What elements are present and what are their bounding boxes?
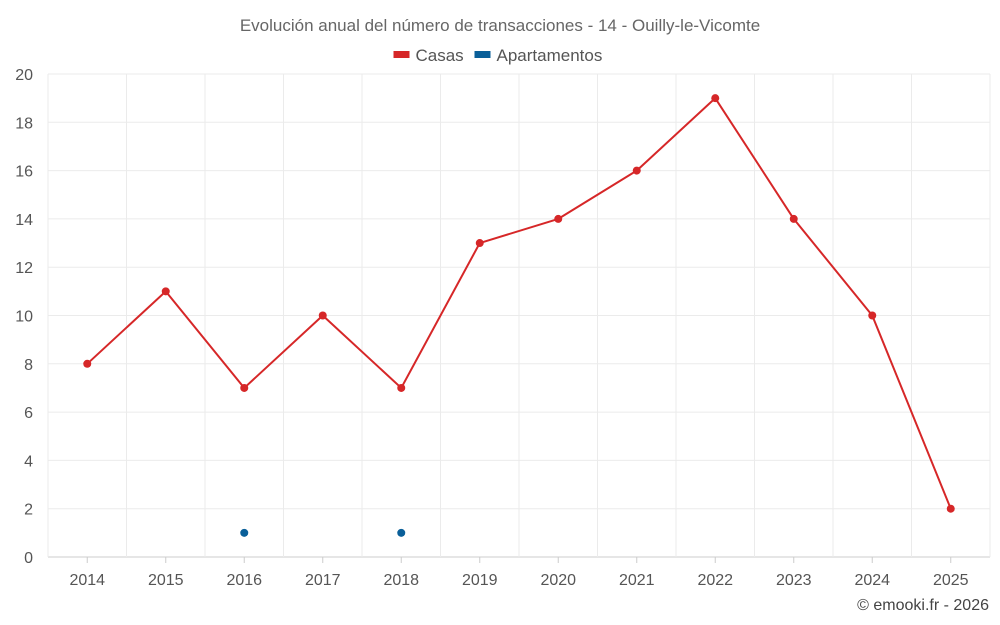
x-tick-label: 2025 (933, 572, 969, 589)
y-tick-label: 6 (24, 405, 33, 422)
legend-swatch (393, 51, 410, 58)
data-point-casas[interactable] (789, 214, 798, 223)
legend-item-apartamentos[interactable]: Apartamentos (474, 46, 603, 65)
grid (47, 73, 991, 558)
y-tick-label: 10 (15, 309, 33, 326)
y-tick-label: 12 (15, 260, 33, 277)
x-tick-label: 2018 (383, 572, 419, 589)
series-line-casas (86, 97, 952, 510)
x-tick-label: 2016 (226, 572, 262, 589)
data-point-casas[interactable] (240, 383, 249, 392)
data-point-casas[interactable] (946, 504, 955, 513)
x-axis: 2014 2015 2016 2017 2018 2019 2020 2021 2022 2023… (69, 557, 969, 589)
x-tick-label: 2021 (619, 572, 655, 589)
data-point-casas[interactable] (632, 166, 641, 175)
legend-label: Apartamentos (497, 46, 603, 65)
data-point-casas[interactable] (711, 94, 720, 103)
data-point-casas[interactable] (83, 359, 92, 368)
y-tick-label: 4 (24, 453, 33, 470)
y-tick-label: 0 (24, 550, 33, 567)
data-point-casas[interactable] (868, 311, 877, 320)
y-tick-label: 18 (15, 115, 33, 132)
y-tick-label: 16 (15, 164, 33, 181)
x-tick-label: 2019 (462, 572, 498, 589)
y-tick-label: 2 (24, 502, 33, 519)
data-point-casas[interactable] (475, 239, 484, 248)
x-tick-label: 2017 (305, 572, 341, 589)
y-tick-label: 8 (24, 357, 33, 374)
legend-label: Casas (416, 46, 464, 65)
data-point-casas[interactable] (397, 383, 406, 392)
legend-item-casas[interactable]: Casas (393, 46, 464, 65)
legend: Casas Apartamentos (393, 46, 603, 65)
x-tick-label: 2024 (854, 572, 890, 589)
x-tick-label: 2023 (776, 572, 812, 589)
data-point-casas[interactable] (554, 214, 563, 223)
y-axis: 0 2 4 6 8 10 12 14 16 18 20 (15, 67, 33, 567)
y-tick-label: 14 (15, 212, 33, 229)
data-point-apartamentos[interactable] (397, 528, 406, 537)
data-point-apartamentos[interactable] (240, 528, 249, 537)
series-group (83, 94, 955, 537)
x-tick-label: 2022 (697, 572, 733, 589)
data-point-casas[interactable] (318, 311, 327, 320)
chart-title: Evolución anual del número de transaccio… (240, 16, 760, 35)
x-tick-label: 2015 (148, 572, 184, 589)
x-tick-label: 2020 (540, 572, 576, 589)
y-tick-label: 20 (15, 67, 33, 84)
legend-swatch (474, 51, 491, 58)
credit-text: © emooki.fr - 2026 (857, 597, 989, 614)
x-tick-label: 2014 (69, 572, 105, 589)
data-point-casas[interactable] (161, 287, 170, 296)
